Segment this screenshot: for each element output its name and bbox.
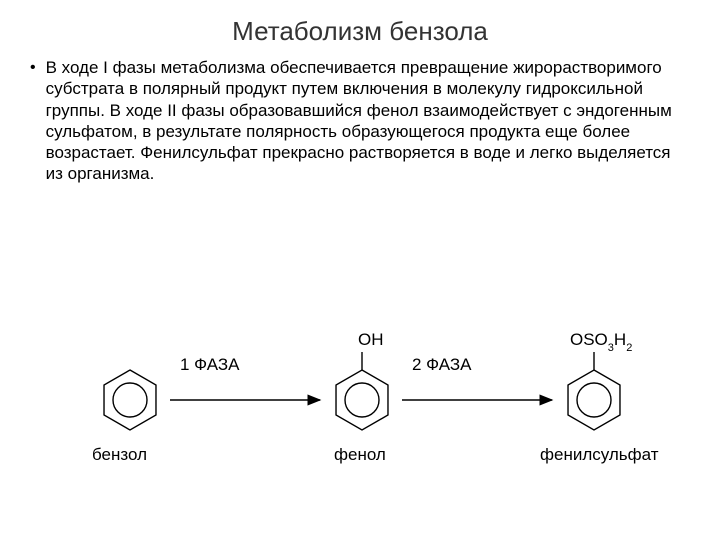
molecule-phenylsulfate: OSO3H2 фенилсульфат [540, 330, 659, 464]
molecule-benzene: бензол [92, 370, 156, 464]
molecule-name-phenylsulfate: фенилсульфат [540, 445, 659, 464]
phase-label: 1 ФАЗА [180, 355, 240, 374]
reaction-svg: бензол OH фенол OSO3H2 фенилсульфат 1 ФАЗА 2 Ф… [20, 280, 700, 500]
arrow-benzene-phenol: 1 ФАЗА [170, 355, 320, 400]
reaction-diagram: бензол OH фенол OSO3H2 фенилсульфат 1 ФАЗА 2 Ф… [20, 280, 700, 500]
arrow-phenol-phenylsulfate: 2 ФАЗА [402, 355, 552, 400]
bullet-icon: • [30, 59, 36, 77]
page-title: Метаболизм бензола [20, 16, 700, 47]
body-block: • В ходе I фазы метаболизма обеспечивает… [30, 57, 690, 185]
molecule-name-benzene: бензол [92, 445, 147, 464]
paragraph-text: В ходе I фазы метаболизма обеспечивается… [46, 57, 690, 185]
substituent-phenol: OH [358, 330, 384, 349]
molecule-name-phenol: фенол [334, 445, 386, 464]
substituent-phenylsulfate: OSO3H2 [570, 330, 632, 354]
molecule-phenol: OH фенол [334, 330, 388, 464]
phase-label: 2 ФАЗА [412, 355, 472, 374]
